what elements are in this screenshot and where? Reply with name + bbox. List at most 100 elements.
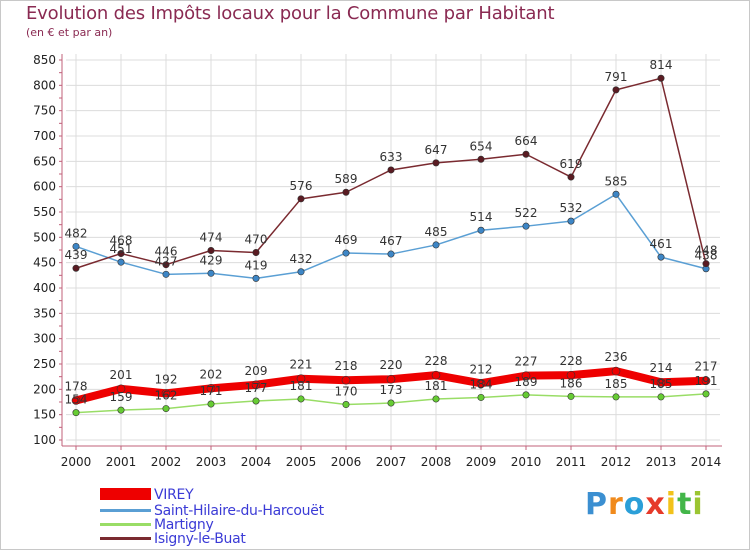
data-label: 171 xyxy=(200,384,223,398)
y-tick-label: 800 xyxy=(33,78,56,92)
x-tick-label: 2010 xyxy=(511,455,542,469)
data-label: 664 xyxy=(515,134,538,148)
logo-letter: i xyxy=(692,487,704,522)
data-point xyxy=(522,222,530,230)
data-label: 633 xyxy=(380,150,403,164)
data-label: 429 xyxy=(200,253,223,267)
data-point xyxy=(567,217,575,225)
data-point xyxy=(251,380,261,390)
y-tick-label: 700 xyxy=(33,129,56,143)
x-tick-label: 2013 xyxy=(646,455,677,469)
data-point xyxy=(521,371,531,380)
data-point xyxy=(431,370,441,380)
legend-label-isigny: Isigny-le-Buat xyxy=(154,531,246,547)
data-point xyxy=(206,384,216,393)
proxiti-logo: Proxiti xyxy=(585,487,704,522)
data-label: 432 xyxy=(290,252,313,266)
data-point xyxy=(476,378,486,388)
data-point xyxy=(657,393,665,401)
data-point xyxy=(701,376,711,386)
data-label: 485 xyxy=(425,225,448,239)
data-label: 154 xyxy=(65,393,88,407)
data-label: 170 xyxy=(335,385,358,399)
data-label: 589 xyxy=(335,172,358,186)
data-point xyxy=(387,399,395,407)
legend-swatch-saint-hilaire xyxy=(100,509,151,512)
data-label: 585 xyxy=(605,174,628,188)
data-label: 482 xyxy=(65,226,88,240)
data-label: 814 xyxy=(650,58,673,72)
logo-letter: o xyxy=(623,487,646,522)
y-tick-label: 650 xyxy=(33,154,56,168)
data-point xyxy=(341,375,351,385)
data-point xyxy=(387,166,395,174)
data-point xyxy=(342,188,350,196)
y-tick-label: 450 xyxy=(33,256,56,270)
data-point xyxy=(252,249,260,257)
data-label: 201 xyxy=(110,368,133,382)
legend-label-saint-hilaire: Saint-Hilaire-du-Harcouët xyxy=(154,503,324,519)
data-label: 446 xyxy=(155,245,178,259)
data-label: 647 xyxy=(425,143,448,157)
data-label: 191 xyxy=(695,374,718,388)
data-label: 448 xyxy=(695,244,718,258)
data-point xyxy=(566,370,576,380)
y-tick-label: 200 xyxy=(33,382,56,396)
data-label: 438 xyxy=(695,249,718,263)
x-tick-label: 2000 xyxy=(61,455,92,469)
data-point xyxy=(612,393,620,401)
data-point xyxy=(207,269,215,277)
data-label: 177 xyxy=(245,381,268,395)
data-point xyxy=(72,264,80,272)
data-point xyxy=(207,400,215,408)
data-label: 576 xyxy=(290,179,313,193)
data-point xyxy=(522,391,530,399)
data-point xyxy=(72,242,80,250)
y-tick-label: 600 xyxy=(33,180,56,194)
legend-swatch-isigny xyxy=(100,537,151,540)
data-point xyxy=(477,393,485,401)
legend-swatch-virey xyxy=(100,488,151,500)
data-label: 214 xyxy=(650,361,673,375)
data-point xyxy=(161,389,171,398)
data-point xyxy=(72,409,80,417)
data-point xyxy=(296,374,306,383)
y-tick-label: 750 xyxy=(33,104,56,118)
data-point xyxy=(297,195,305,203)
x-tick-label: 2003 xyxy=(196,455,227,469)
data-label: 427 xyxy=(155,254,178,268)
x-tick-label: 2004 xyxy=(241,455,272,469)
data-label: 532 xyxy=(560,201,583,215)
data-point xyxy=(252,397,260,405)
y-tick-label: 100 xyxy=(33,433,56,447)
data-point xyxy=(297,268,305,276)
x-tick-label: 2014 xyxy=(691,455,722,469)
x-tick-label: 2001 xyxy=(106,455,137,469)
data-label: 212 xyxy=(470,362,493,376)
logo-letter: r xyxy=(608,487,624,522)
data-label: 228 xyxy=(560,354,583,368)
y-tick-label: 250 xyxy=(33,357,56,371)
data-label: 419 xyxy=(245,258,268,272)
data-point xyxy=(162,405,170,413)
data-label: 185 xyxy=(650,377,673,391)
data-point xyxy=(342,401,350,409)
data-label: 451 xyxy=(110,242,133,256)
data-point xyxy=(117,406,125,414)
data-point xyxy=(567,392,575,400)
data-point xyxy=(657,74,665,82)
data-label: 162 xyxy=(155,389,178,403)
data-label: 173 xyxy=(380,383,403,397)
data-point xyxy=(432,159,440,167)
data-label: 467 xyxy=(380,234,403,248)
data-point xyxy=(342,249,350,257)
y-tick-label: 850 xyxy=(33,53,56,67)
data-point xyxy=(297,395,305,403)
legend-swatch-martigny xyxy=(100,523,151,526)
data-point xyxy=(117,250,125,258)
data-label: 189 xyxy=(515,375,538,389)
data-label: 619 xyxy=(560,157,583,171)
x-tick-label: 2012 xyxy=(601,455,632,469)
chart-title: Evolution des Impôts locaux pour la Comm… xyxy=(26,3,555,24)
logo-letter: i xyxy=(665,487,678,522)
